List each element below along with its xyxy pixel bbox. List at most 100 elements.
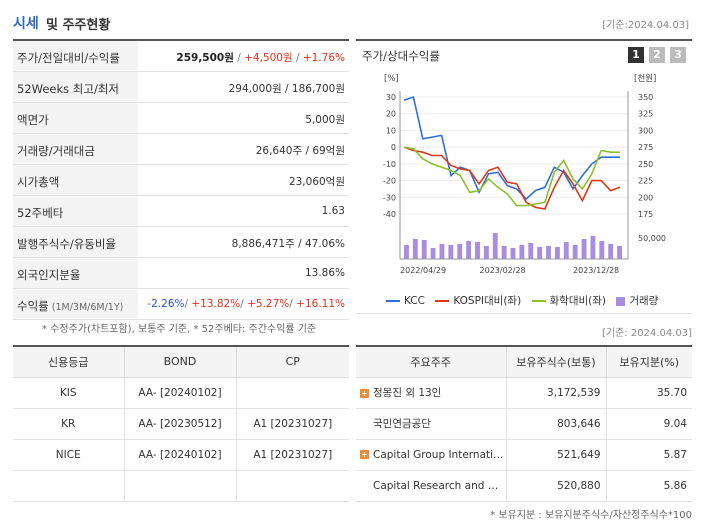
chart-tab-1[interactable]: 1 [628, 47, 644, 63]
price-value-part: 259,500원 [176, 52, 234, 64]
shareholder-pct: 35.70 [605, 377, 692, 409]
volume-bar [457, 244, 463, 259]
shareholder-name[interactable]: Capital Group Internati… [373, 448, 504, 461]
shareholder-name: Capital Research and … [373, 479, 499, 492]
price-row: 시가총액 23,060억원 [13, 165, 349, 196]
volume-bar [439, 244, 445, 259]
volume-bar [519, 245, 525, 259]
price-row-label: 액면가 [13, 103, 138, 133]
credit-header-rating: 신용등급 [13, 346, 124, 378]
legend-kospi[interactable]: KOSPI대비(좌) [435, 293, 521, 308]
legend-kospi-label: KOSPI대비(좌) [453, 295, 522, 307]
shareholder-shares: 803,646 [505, 408, 606, 440]
volume-bar [617, 246, 623, 259]
shareholder-name-cell: 국민연금공단 [356, 408, 506, 440]
chart-tab-3[interactable]: 3 [670, 47, 686, 63]
price-row-label: 발행주식수/유동비율 [13, 227, 138, 257]
credit-row: NICE AA- [20240102] A1 [20231027] [13, 439, 349, 471]
section-header: 시세 및 주주현황 [기준:2024.04.03] [13, 13, 693, 33]
right-tick-label: 250 [638, 160, 653, 169]
volume-bar [492, 233, 498, 259]
volume-bar [510, 248, 516, 259]
credit-agency: NICE [13, 439, 124, 471]
cp-rating [235, 470, 349, 502]
left-tick-label: -20 [383, 177, 396, 186]
price-value-part: +1.76% [302, 52, 345, 64]
price-row-value: 5,000원 [305, 114, 345, 126]
left-tick-label: -40 [383, 210, 396, 219]
credit-rating-table: 신용등급 BOND CP KIS AA- [20240102] KR AA- [202… [13, 345, 349, 502]
price-row-label-text: 시가총액 [17, 175, 60, 189]
volume-bar [448, 245, 454, 259]
shareholder-shares: 520,880 [505, 470, 606, 502]
price-row-label: 52Weeks 최고/최저 [13, 72, 138, 102]
left-tick-label: 20 [386, 110, 396, 119]
expand-icon[interactable]: + [360, 388, 369, 398]
volume-bar [554, 247, 560, 259]
right-axis-unit: [천원] [634, 73, 656, 84]
credit-agency: KR [13, 408, 124, 440]
expand-icon[interactable]: + [360, 450, 369, 459]
shareholder-name-cell: + 정몽진 외 13인 [356, 377, 506, 409]
legend-kcc-swatch [386, 300, 400, 302]
volume-bar [421, 240, 427, 259]
right-tick-label: 350 [638, 93, 653, 102]
price-row-label-text: 발행주식수/유동비율 [17, 237, 117, 251]
legend-chem[interactable]: 화학대비(좌) [531, 293, 607, 308]
price-value-part: / [240, 298, 248, 310]
x-tick-label: 2023/12/28 [573, 266, 619, 275]
x-tick-label: 2022/04/29 [400, 266, 446, 275]
price-row: 수익률 (1M/3M/6M/1Y) -2.26%/ +13.82%/ +5.27%/… [13, 289, 349, 320]
volume-bar [608, 244, 614, 259]
price-row-value: 294,000원 / 186,700원 [228, 83, 345, 95]
shareholder-name[interactable]: 정몽진 외 13인 [373, 387, 442, 399]
legend-volume-label: 거래량 [629, 295, 659, 307]
series-line [403, 146, 620, 207]
volume-bar [563, 242, 569, 259]
price-value-part: -2.26% [147, 298, 185, 310]
price-row: 외국인지분율 13.86% [13, 258, 349, 289]
price-note: * 수정주가(차트포함), 보통주 기준, * 52주베타: 주간수익률 기준 [42, 324, 317, 335]
legend-kcc[interactable]: KCC [386, 295, 425, 307]
legend-volume[interactable]: 거래량 [616, 293, 658, 308]
left-tick-label: 0 [391, 143, 396, 152]
legend-kcc-label: KCC [404, 295, 425, 307]
left-axis-unit: [%] [384, 74, 399, 84]
price-row-label-text: 52주베타 [17, 206, 64, 220]
price-value-part: / [292, 52, 303, 64]
shareholder-table: 주요주주 보유주식수(보통) 보유지분(%) + 정몽진 외 13인 3,172,5… [356, 345, 692, 502]
price-row-label-text: 수익률 [17, 299, 49, 313]
volume-bar [537, 247, 543, 259]
price-info-table: 주가/전일대비/수익률 259,500원 / +4,500원 / +1.76% 52… [13, 39, 349, 320]
shareholder-pct: 5.87 [605, 439, 692, 471]
right-tick-label: 300 [638, 126, 653, 135]
volume-bar [483, 246, 489, 259]
right-tick-label: 200 [638, 193, 653, 202]
price-value-part: / [289, 298, 297, 310]
credit-header-bond: BOND [123, 346, 236, 378]
price-row-label-sub: (1M/3M/6M/1Y) [51, 302, 124, 313]
volume-bar [404, 245, 409, 259]
price-row-label: 52주베타 [13, 196, 138, 226]
credit-row: KIS AA- [20240102] [13, 377, 349, 409]
series-line [403, 95, 620, 201]
cp-rating: A1 [20231027] [235, 408, 349, 440]
volume-bar [572, 245, 578, 259]
credit-header-cp: CP [235, 346, 349, 378]
chart-title: 주가/상대수익률 [362, 49, 440, 63]
price-value-part: +13.82% [191, 298, 241, 310]
left-tick-label: -10 [383, 160, 396, 169]
price-row-value: 23,060억원 [288, 176, 345, 188]
price-row-value: 259,500원 / +4,500원 / +1.76% [176, 50, 345, 65]
volume-bar [546, 246, 551, 259]
volume-bar [528, 243, 534, 259]
price-row-value: -2.26%/ +13.82%/ +5.27%/ +16.11% [147, 298, 345, 310]
chart-tab-2[interactable]: 2 [649, 47, 665, 63]
chart-legend: KCC KOSPI대비(좌) 화학대비(좌) 거래량 [386, 293, 665, 308]
price-row-value: 26,640주 / 69억원 [255, 145, 345, 157]
right-tick-label: 325 [638, 110, 653, 119]
shareholder-header-name: 주요주주 [356, 346, 506, 378]
price-row-label-text: 52Weeks 최고/최저 [17, 82, 119, 96]
bond-rating: AA- [20240102] [123, 377, 236, 409]
legend-chem-label: 화학대비(좌) [549, 295, 607, 307]
